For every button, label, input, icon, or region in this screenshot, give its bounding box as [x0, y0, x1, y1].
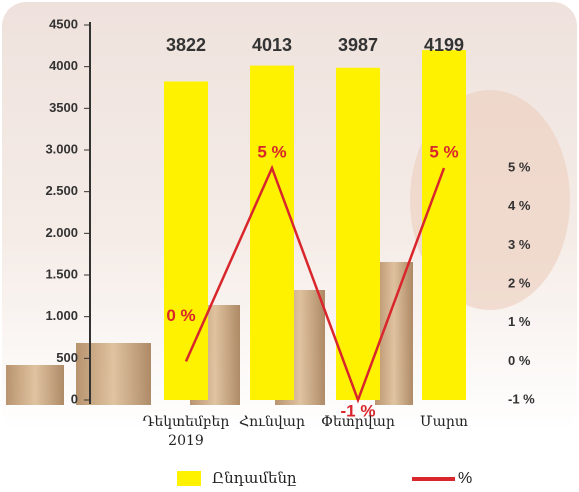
- x-tick-label: Մարտ: [420, 414, 468, 430]
- y2-tick-label: 2 %: [508, 275, 531, 290]
- legend-swatch: [177, 471, 201, 486]
- bar-value-label: 4199: [424, 35, 464, 55]
- x-tick-label: Դեկտեմբեր 2019: [142, 414, 230, 449]
- bar-value-label: 3987: [338, 35, 378, 55]
- y-tick-label: 3500: [49, 100, 78, 115]
- line-value-label: 0 %: [166, 306, 195, 325]
- y-tick-label: 1.000: [45, 308, 78, 323]
- y2-tick-label: 4 %: [508, 198, 531, 213]
- y2-tick-label: -1 %: [508, 391, 535, 406]
- coin-stack: [375, 262, 413, 405]
- legend-label: %: [458, 470, 472, 487]
- y2-tick-label: 5 %: [508, 159, 531, 174]
- y2-tick-label: 3 %: [508, 237, 531, 252]
- bar: [164, 81, 208, 400]
- coin-stack: [6, 365, 64, 405]
- y-tick-label: 4500: [49, 16, 78, 31]
- y-tick-label: 500: [56, 350, 78, 365]
- bar: [422, 50, 466, 400]
- bar: [250, 65, 294, 400]
- bar: [336, 67, 380, 400]
- y-tick-label: 4000: [49, 58, 78, 73]
- y2-tick-label: 0 %: [508, 353, 531, 368]
- legend-label: Ընդամենը: [212, 469, 297, 487]
- y-tick-label: 1.500: [45, 266, 78, 281]
- bar-value-label: 3822: [166, 35, 206, 55]
- line-value-label: 5 %: [257, 142, 286, 161]
- y-tick-label: 2.500: [45, 183, 78, 198]
- line-value-label: 5 %: [429, 142, 458, 161]
- x-tick-label: Հունվար: [239, 414, 305, 430]
- coin-stack: [76, 343, 151, 405]
- y-tick-label: 0: [71, 391, 78, 406]
- y-tick-label: 2.000: [45, 225, 78, 240]
- line: [184, 164, 446, 404]
- y2-tick-label: 1 %: [508, 314, 531, 329]
- x-tick-label: Փետրվար: [321, 414, 395, 430]
- y-tick-label: 3.000: [45, 141, 78, 156]
- bar-value-label: 4013: [252, 35, 292, 55]
- line-value-label: -1 %: [341, 401, 376, 420]
